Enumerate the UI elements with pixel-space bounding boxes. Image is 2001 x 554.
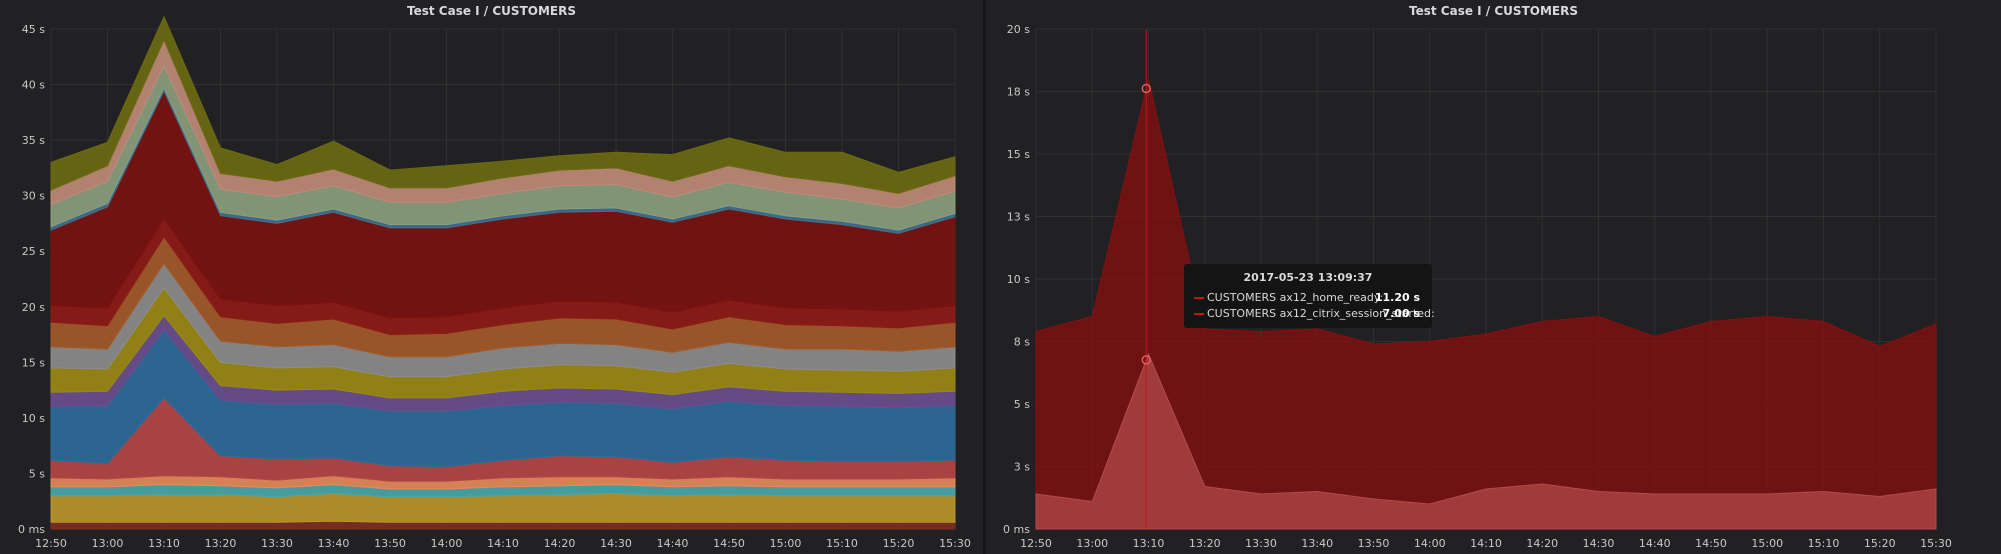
x-tick-label: 13:40 [318, 537, 350, 550]
y-tick-label: 5 s [1014, 398, 1030, 411]
area-chart: 0 ms 3 s 5 s 8 s 10 s 13 s 15 s 18 s 20 s 12:50 13… [1003, 23, 1952, 550]
x-tick-label: 13:10 [1133, 537, 1165, 550]
series-area [50, 15, 956, 194]
x-tick-label: 14:20 [544, 537, 576, 550]
x-tick-label: 13:10 [148, 537, 180, 550]
x-tick-label: 13:20 [205, 537, 237, 550]
stacked-area-chart: 0 ms 5 s 10 s 15 s 20 s 25 s 30 s 35 s 40 s 45 s 1… [18, 15, 971, 550]
x-tick-label: 13:50 [374, 537, 406, 550]
x-tick-label: 15:30 [1920, 537, 1952, 550]
y-axis: 0 ms 3 s 5 s 8 s 10 s 13 s 15 s 18 s 20 s [1003, 23, 1030, 536]
x-axis: 12:50 13:00 13:10 13:20 13:30 13:40 13:50 14:00… [1020, 537, 1952, 550]
y-tick-label: 20 s [22, 301, 45, 314]
y-tick-label: 8 s [1014, 336, 1030, 349]
y-tick-label: 18 s [1007, 86, 1030, 99]
series-swatch [1194, 313, 1204, 315]
x-tick-label: 14:50 [1695, 537, 1727, 550]
panel-title[interactable]: Test Case I / CUSTOMERS [407, 4, 576, 18]
x-tick-label: 14:50 [713, 537, 745, 550]
x-tick-label: 14:20 [1526, 537, 1558, 550]
y-tick-label: 45 s [22, 23, 45, 36]
x-tick-label: 14:10 [1470, 537, 1502, 550]
hover-point [1141, 355, 1151, 365]
y-tick-label: 40 s [22, 79, 45, 92]
y-tick-label: 15 s [1007, 148, 1030, 161]
tooltip-time: 2017-05-23 13:09:37 [1243, 271, 1373, 284]
series-area [1035, 352, 1937, 530]
x-tick-label: 13:00 [92, 537, 124, 550]
x-tick-label: 15:00 [1751, 537, 1783, 550]
x-tick-label: 15:10 [826, 537, 858, 550]
x-tick-label: 15:20 [1864, 537, 1896, 550]
x-tick-label: 12:50 [1020, 537, 1052, 550]
x-tick-label: 14:40 [657, 537, 689, 550]
y-tick-label: 30 s [22, 190, 45, 203]
x-tick-label: 12:50 [35, 537, 67, 550]
x-tick-label: 15:30 [939, 537, 971, 550]
x-tick-label: 14:30 [1583, 537, 1615, 550]
y-axis: 0 ms 5 s 10 s 15 s 20 s 25 s 30 s 35 s 40 s 45 s [18, 23, 45, 536]
series-swatch [1194, 297, 1204, 299]
hover-point [1141, 83, 1151, 94]
x-tick-label: 15:00 [770, 537, 802, 550]
x-tick-label: 13:00 [1076, 537, 1108, 550]
x-tick-label: 14:00 [1414, 537, 1446, 550]
tooltip-label: CUSTOMERS ax12_citrix_session_started: [1207, 307, 1435, 320]
tooltip-row: CUSTOMERS ax12_citrix_session_started: 7… [1194, 306, 1435, 322]
y-tick-label: 0 ms [18, 523, 45, 536]
x-tick-label: 13:50 [1358, 537, 1390, 550]
x-tick-label: 13:30 [1245, 537, 1277, 550]
x-axis: 12:50 13:00 13:10 13:20 13:30 13:40 13:50 14:00… [35, 537, 971, 550]
x-tick-label: 14:30 [600, 537, 632, 550]
tooltip-row: CUSTOMERS ax12_home_ready: 11.20 s [1194, 290, 1422, 306]
y-tick-label: 35 s [22, 134, 45, 147]
tooltip-value: 7.00 s [1382, 307, 1420, 320]
y-tick-label: 0 ms [1003, 523, 1030, 536]
series-group [50, 15, 956, 530]
y-tick-label: 20 s [1007, 23, 1030, 36]
panel-title[interactable]: Test Case I / CUSTOMERS [1409, 4, 1578, 18]
y-tick-label: 3 s [1014, 461, 1030, 474]
right-panel: Test Case I / CUSTOMERS 0 ms 3 s 5 s 8 s 10 … [986, 0, 2001, 554]
x-tick-label: 13:30 [261, 537, 293, 550]
y-tick-label: 13 s [1007, 211, 1030, 224]
x-tick-label: 14:10 [487, 537, 519, 550]
tooltip-value: 11.20 s [1374, 291, 1420, 304]
tooltip: 2017-05-23 13:09:37 CUSTOMERS ax12_home_… [1184, 264, 1435, 328]
x-tick-label: 14:00 [431, 537, 463, 550]
x-tick-label: 15:10 [1808, 537, 1840, 550]
x-tick-label: 15:20 [883, 537, 915, 550]
series-group [1035, 78, 1937, 530]
y-tick-label: 15 s [22, 356, 45, 369]
series-area [50, 492, 956, 523]
left-panel: Test Case I / CUSTOMERS 0 ms 5 s 10 s 15 s 2… [0, 0, 983, 554]
x-tick-label: 13:40 [1301, 537, 1333, 550]
y-tick-label: 10 s [22, 412, 45, 425]
y-tick-label: 25 s [22, 245, 45, 258]
x-tick-label: 13:20 [1189, 537, 1221, 550]
tooltip-label: CUSTOMERS ax12_home_ready: [1207, 291, 1384, 304]
y-tick-label: 10 s [1007, 273, 1030, 286]
y-tick-label: 5 s [29, 467, 45, 480]
x-tick-label: 14:40 [1639, 537, 1671, 550]
